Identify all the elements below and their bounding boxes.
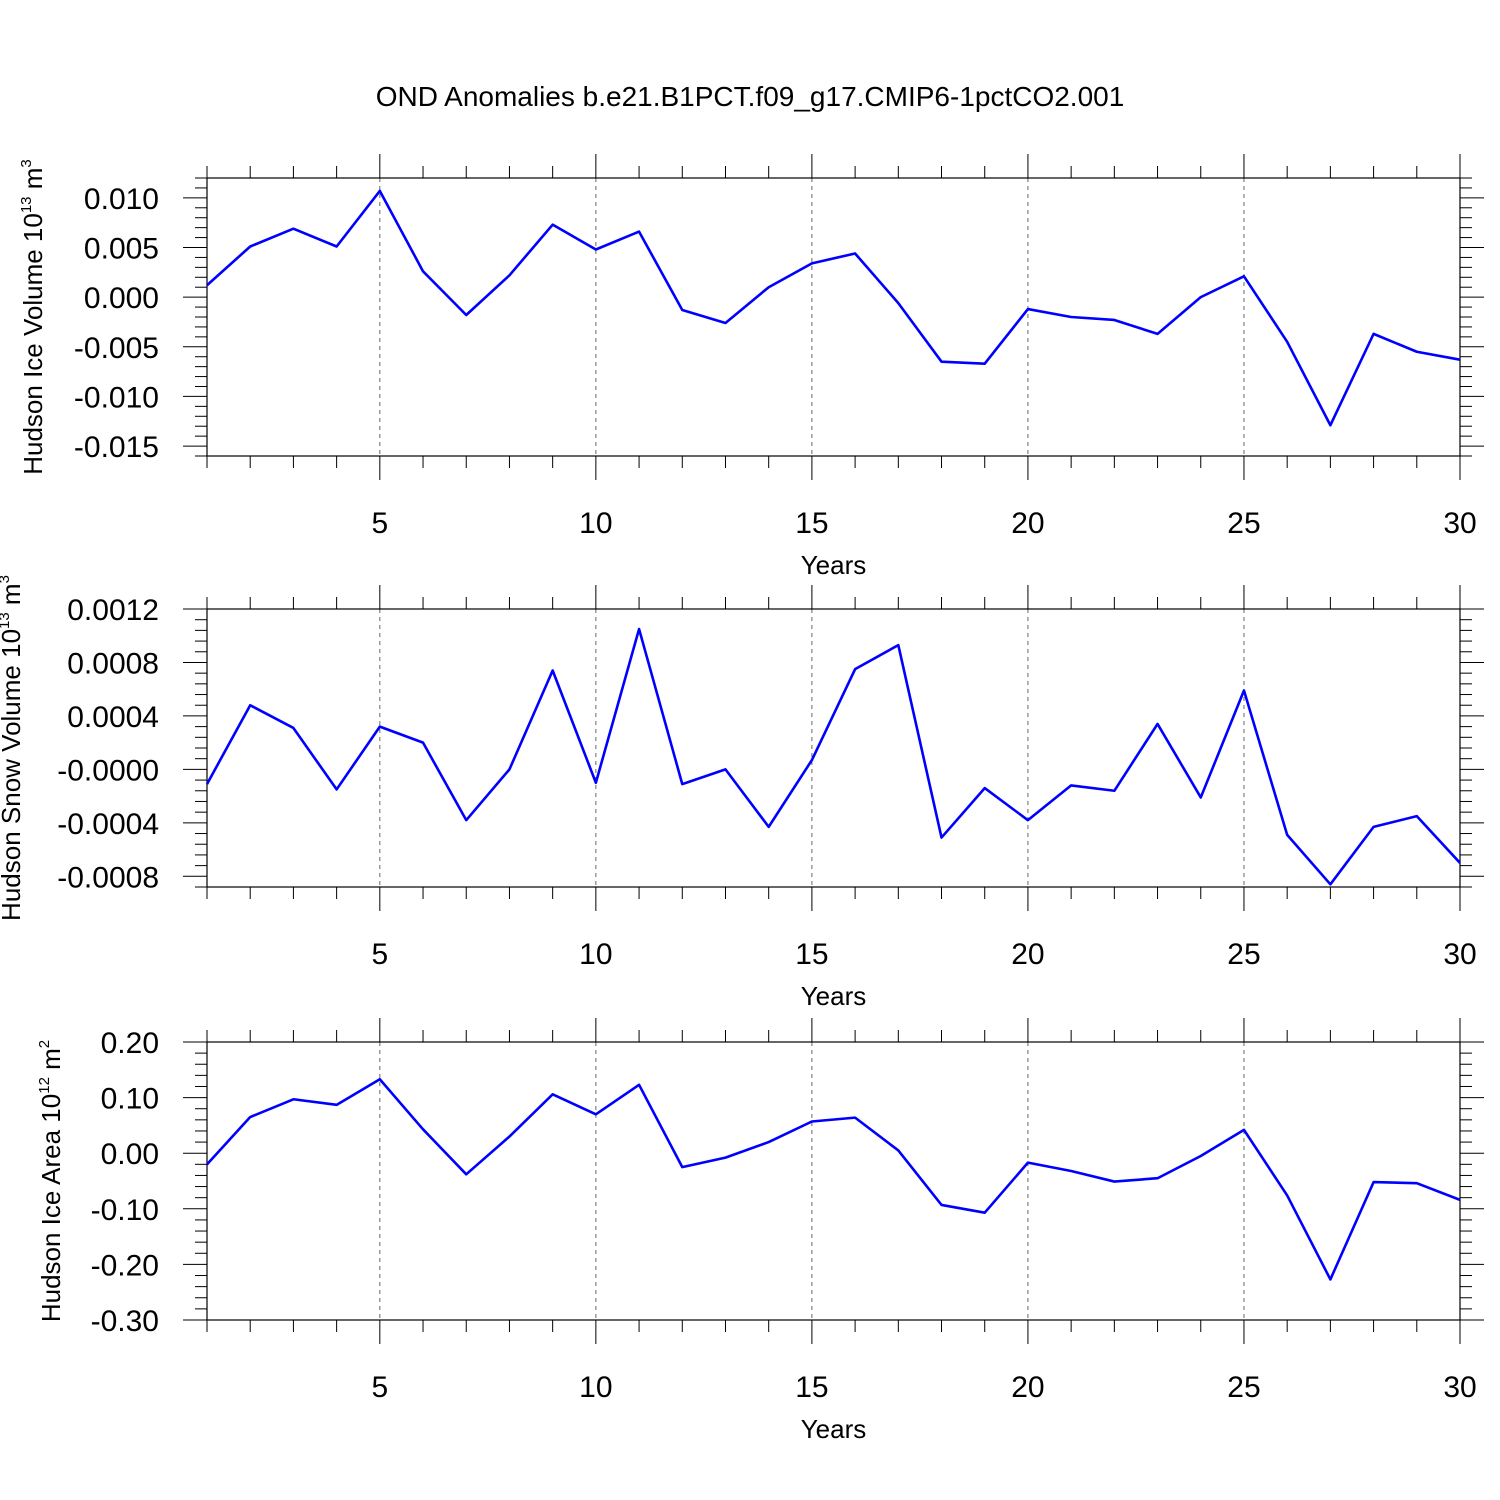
x-axis-label: Years [801, 1414, 867, 1444]
panel-2: 5 10 15 20 25 30 0.0012 0.0008 0.0004 -0.0000 -0.0… [0, 575, 1484, 1011]
x-tick-label: 30 [1443, 507, 1476, 540]
x-tick-label: 30 [1443, 938, 1476, 971]
series-line [205, 627, 1461, 886]
y-tick-label: 0.0012 [67, 594, 159, 627]
y-tick-label: -0.010 [74, 381, 159, 414]
y-tick-label: 0.0008 [67, 647, 159, 680]
y-axis-label-part: m [18, 168, 48, 197]
x-tick-label: 25 [1227, 507, 1260, 540]
x-tick-label: 5 [371, 507, 388, 540]
y-axis-label-part: Hudson Ice Volume 10 [18, 213, 48, 475]
y-axis-label-part: Hudson Ice Area 10 [36, 1094, 66, 1322]
y-tick-label: -0.30 [91, 1305, 159, 1338]
y-axis-label-part: Hudson Snow Volume 10 [0, 629, 26, 921]
figure-title: OND Anomalies b.e21.B1PCT.f09_g17.CMIP6-… [376, 81, 1125, 112]
x-tick-label: 20 [1011, 507, 1044, 540]
y-tick-label: -0.015 [74, 431, 159, 464]
plot-frame [206, 1041, 1461, 1321]
y-axis-label: Hudson Ice Volume 1013 m3 [18, 159, 48, 475]
y-axis-label: Hudson Snow Volume 1013 m3 [0, 575, 26, 921]
x-tick-label: 10 [579, 1371, 612, 1404]
x-tick-label: 15 [795, 938, 828, 971]
plot-frame [206, 608, 1461, 888]
x-tick-label: 20 [1011, 938, 1044, 971]
y-tick-label: 0.010 [84, 183, 159, 216]
y-axis-label-part: m [0, 583, 26, 612]
x-tick-label: 20 [1011, 1371, 1044, 1404]
series-line [206, 1077, 1461, 1281]
x-axis-label: Years [801, 550, 867, 580]
y-tick-label: -0.005 [74, 332, 159, 365]
x-tick-label: 15 [795, 1371, 828, 1404]
y-tick-label: -0.0004 [57, 808, 159, 841]
y-tick-label: -0.0000 [57, 754, 159, 787]
y-axis-label-superscript: 13 [0, 612, 13, 629]
y-tick-label: 0.10 [101, 1083, 159, 1116]
y-axis-label-superscript: 3 [0, 575, 13, 583]
series-line [206, 189, 1461, 427]
x-axis-label: Years [801, 981, 867, 1011]
y-tick-label: -0.20 [91, 1249, 159, 1282]
y-tick-label: -0.0008 [57, 861, 159, 894]
panel-3: 5 10 15 20 25 30 0.20 0.10 0.00 -0.10 -0.20 -0.30 Ye… [36, 1018, 1484, 1444]
y-axis-label: Hudson Ice Area 1012 m2 [36, 1040, 66, 1322]
panel-1: 5 10 15 20 25 30 0.010 0.005 0.000 -0.005 -0.010 -0… [18, 154, 1484, 580]
x-tick-label: 25 [1227, 1371, 1260, 1404]
x-tick-label: 5 [371, 938, 388, 971]
y-axis-label-superscript: 12 [36, 1077, 53, 1094]
y-axis-label-superscript: 13 [18, 196, 35, 213]
y-tick-label: 0.20 [101, 1027, 159, 1060]
x-tick-label: 15 [795, 507, 828, 540]
x-tick-label: 10 [579, 507, 612, 540]
x-tick-label: 5 [371, 1371, 388, 1404]
y-tick-label: 0.0004 [67, 701, 159, 734]
y-tick-label: 0.000 [84, 282, 159, 315]
y-tick-label: -0.10 [91, 1194, 159, 1227]
x-tick-label: 30 [1443, 1371, 1476, 1404]
x-tick-label: 25 [1227, 938, 1260, 971]
y-tick-label: 0.00 [101, 1138, 159, 1171]
y-tick-label: 0.005 [84, 233, 159, 266]
y-axis-label-superscript: 3 [18, 159, 35, 167]
x-tick-label: 10 [579, 938, 612, 971]
y-axis-label-superscript: 2 [36, 1040, 53, 1048]
panels: 5 10 15 20 25 300.0100.0050.000-0.005-0.010-0… [0, 154, 1484, 1444]
y-axis-label-part: m [36, 1048, 66, 1077]
